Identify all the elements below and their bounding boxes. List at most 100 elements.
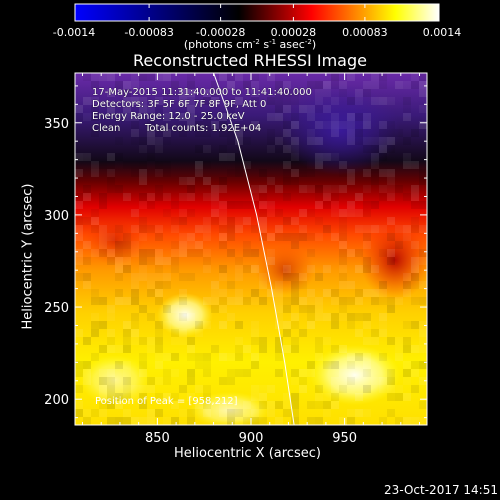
heatmap-pixel: [187, 105, 195, 113]
heatmap-pixel: [155, 281, 163, 289]
heatmap-pixel: [163, 393, 171, 401]
heatmap-pixel: [259, 273, 267, 281]
heatmap-pixel: [107, 305, 115, 313]
heatmap-pixel: [379, 185, 387, 193]
heatmap-pixel: [139, 97, 147, 105]
heatmap-pixel: [387, 393, 395, 401]
heatmap-pixel: [363, 121, 371, 129]
heatmap-pixel: [147, 417, 155, 425]
heatmap-pixel: [227, 313, 235, 321]
heatmap-pixel: [387, 305, 395, 313]
heatmap-pixel: [275, 337, 283, 345]
heatmap-pixel: [219, 377, 227, 385]
heatmap-pixel: [131, 161, 139, 169]
heatmap-pixel: [387, 249, 395, 257]
heatmap-pixel: [363, 337, 371, 345]
heatmap-pixel: [323, 225, 331, 233]
heatmap-pixel: [419, 249, 427, 257]
heatmap-pixel: [227, 153, 235, 161]
heatmap-pixel: [363, 113, 371, 121]
y-tick-label: 200: [44, 393, 69, 408]
heatmap-pixel: [91, 81, 99, 89]
heatmap-pixel: [379, 153, 387, 161]
heatmap-pixel: [171, 305, 179, 313]
heatmap-pixel: [251, 201, 259, 209]
heatmap-pixel: [307, 369, 315, 377]
heatmap-pixel: [155, 137, 163, 145]
heatmap-pixel: [75, 113, 83, 121]
heatmap-pixel: [83, 73, 91, 81]
heatmap-pixel: [419, 257, 427, 265]
heatmap-pixel: [219, 233, 227, 241]
heatmap-pixel: [315, 137, 323, 145]
heatmap-pixel: [323, 121, 331, 129]
heatmap-pixel: [163, 281, 171, 289]
heatmap-pixel: [355, 353, 363, 361]
heatmap-pixel: [403, 417, 411, 425]
colorbar-tick-label: 0.00028: [271, 26, 317, 39]
heatmap-pixel: [403, 337, 411, 345]
heatmap-pixel: [211, 185, 219, 193]
heatmap-pixel: [419, 329, 427, 337]
heatmap-pixel: [307, 81, 315, 89]
heatmap-pixel: [299, 377, 307, 385]
heatmap-pixel: [155, 97, 163, 105]
heatmap-pixel: [291, 321, 299, 329]
heatmap-pixel: [323, 265, 331, 273]
heatmap-pixel: [355, 129, 363, 137]
heatmap-pixel: [307, 105, 315, 113]
heatmap-pixel: [387, 233, 395, 241]
heatmap-pixel: [131, 313, 139, 321]
heatmap-pixel: [291, 297, 299, 305]
heatmap-pixel: [147, 281, 155, 289]
heatmap-pixel: [171, 329, 179, 337]
heatmap-pixel: [323, 105, 331, 113]
heatmap-pixel: [371, 297, 379, 305]
heatmap-pixel: [267, 97, 275, 105]
heatmap-pixel: [107, 329, 115, 337]
heatmap-pixel: [315, 153, 323, 161]
heatmap-pixel: [227, 73, 235, 81]
heatmap-pixel: [219, 145, 227, 153]
heatmap-pixel: [203, 385, 211, 393]
heatmap-pixel: [123, 393, 131, 401]
solar-limb-curve: [213, 73, 295, 425]
heatmap-pixel: [91, 289, 99, 297]
heatmap-pixel: [299, 329, 307, 337]
heatmap-pixel: [259, 169, 267, 177]
heatmap-pixel: [419, 105, 427, 113]
heatmap-pixel: [203, 265, 211, 273]
heatmap-pixel: [195, 353, 203, 361]
heatmap-pixel: [163, 209, 171, 217]
heatmap-pixel: [99, 321, 107, 329]
heatmap-pixel: [371, 153, 379, 161]
heatmap-pixel: [203, 129, 211, 137]
heatmap-pixel: [147, 153, 155, 161]
heatmap-pixel: [299, 385, 307, 393]
heatmap-pixel: [251, 385, 259, 393]
heatmap-pixel: [395, 345, 403, 353]
heatmap-pixel: [131, 273, 139, 281]
heatmap-pixel: [267, 137, 275, 145]
heatmap-pixel: [283, 305, 291, 313]
heatmap-pixel: [347, 97, 355, 105]
heatmap-pixel: [315, 305, 323, 313]
heatmap-pixel: [283, 145, 291, 153]
heatmap-pixel: [243, 249, 251, 257]
heatmap-pixel: [331, 81, 339, 89]
heatmap-pixel: [243, 241, 251, 249]
heatmap-pixel: [131, 121, 139, 129]
annotation-energy-range: Energy Range: 12.0 - 25.0 keV: [92, 111, 245, 122]
heatmap-pixel: [179, 193, 187, 201]
heatmap-pixel: [155, 185, 163, 193]
heatmap-pixel: [251, 337, 259, 345]
heatmap-pixel: [171, 81, 179, 89]
heatmap-pixel: [235, 353, 243, 361]
heatmap-pixel: [259, 297, 267, 305]
heatmap-pixel: [291, 289, 299, 297]
heatmap-pixel: [75, 105, 83, 113]
heatmap-pixel: [107, 417, 115, 425]
heatmap-pixel: [235, 113, 243, 121]
heatmap-pixel: [123, 257, 131, 265]
heatmap-pixel: [411, 417, 419, 425]
